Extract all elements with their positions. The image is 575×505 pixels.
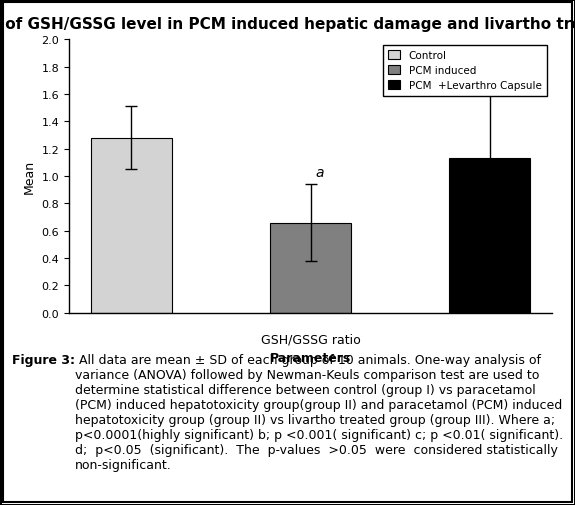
Text: a: a	[315, 166, 324, 179]
Y-axis label: Mean: Mean	[23, 160, 36, 194]
Title: Status of GSH/GSSG level in PCM induced hepatic damage and livartho treated grou: Status of GSH/GSSG level in PCM induced …	[0, 17, 575, 32]
Text: All data are mean ± SD of each group of 10 animals. One-way analysis of variance: All data are mean ± SD of each group of …	[75, 354, 567, 471]
Text: Figure 3:: Figure 3:	[12, 354, 75, 367]
Bar	[91, 138, 171, 313]
Text: GSH/GSSG ratio: GSH/GSSG ratio	[260, 333, 361, 346]
Text: Parameters: Parameters	[270, 351, 351, 364]
Legend: Control, PCM induced, PCM  +Levarthro Capsule: Control, PCM induced, PCM +Levarthro Cap…	[383, 45, 547, 96]
Bar	[450, 159, 530, 313]
Text: c: c	[495, 71, 503, 85]
Bar	[270, 223, 351, 313]
